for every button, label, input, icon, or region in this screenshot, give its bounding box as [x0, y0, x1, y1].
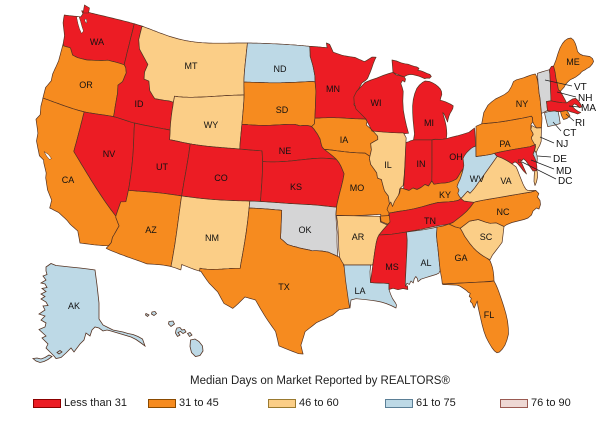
svg-text:ND: ND — [274, 64, 287, 74]
svg-text:MN: MN — [326, 84, 340, 94]
svg-text:OK: OK — [298, 225, 311, 235]
svg-text:WA: WA — [90, 37, 104, 47]
svg-text:IA: IA — [340, 135, 349, 145]
svg-text:MI: MI — [424, 118, 434, 128]
svg-text:IL: IL — [384, 160, 392, 170]
svg-text:WV: WV — [470, 174, 485, 184]
svg-text:GA: GA — [454, 253, 467, 263]
svg-text:CO: CO — [214, 173, 228, 183]
svg-text:MT: MT — [185, 61, 198, 71]
svg-text:FL: FL — [484, 310, 495, 320]
svg-text:NE: NE — [279, 146, 292, 156]
svg-text:NH: NH — [578, 93, 592, 104]
svg-text:VA: VA — [500, 176, 511, 186]
svg-text:KY: KY — [439, 190, 451, 200]
svg-text:WY: WY — [204, 120, 219, 130]
svg-text:NY: NY — [516, 99, 529, 109]
svg-text:NV: NV — [103, 149, 116, 159]
svg-text:TN: TN — [424, 216, 436, 226]
svg-text:AZ: AZ — [145, 225, 157, 235]
svg-text:AK: AK — [68, 301, 80, 311]
svg-text:UT: UT — [156, 162, 168, 172]
svg-text:RI: RI — [575, 118, 585, 129]
svg-text:CT: CT — [563, 128, 576, 139]
svg-text:SC: SC — [480, 232, 493, 242]
svg-text:CA: CA — [62, 175, 75, 185]
svg-text:NC: NC — [497, 207, 510, 217]
svg-text:MS: MS — [385, 262, 399, 272]
svg-text:KS: KS — [290, 182, 302, 192]
svg-text:OH: OH — [449, 152, 463, 162]
svg-text:AR: AR — [352, 232, 365, 242]
svg-text:LA: LA — [354, 286, 365, 296]
svg-text:TX: TX — [278, 282, 290, 292]
svg-text:AL: AL — [420, 258, 431, 268]
svg-text:VT: VT — [574, 82, 587, 93]
svg-text:MA: MA — [581, 103, 596, 114]
svg-text:DE: DE — [553, 154, 567, 165]
svg-text:ME: ME — [566, 57, 580, 67]
svg-text:WI: WI — [371, 98, 382, 108]
svg-text:NM: NM — [205, 233, 219, 243]
svg-text:OR: OR — [79, 80, 93, 90]
svg-text:NJ: NJ — [556, 139, 568, 150]
svg-text:MO: MO — [350, 183, 365, 193]
svg-text:DC: DC — [558, 176, 572, 187]
svg-text:PA: PA — [499, 139, 510, 149]
svg-text:ID: ID — [135, 99, 145, 109]
svg-text:MD: MD — [556, 166, 572, 177]
svg-text:IN: IN — [417, 159, 426, 169]
svg-text:SD: SD — [276, 105, 289, 115]
